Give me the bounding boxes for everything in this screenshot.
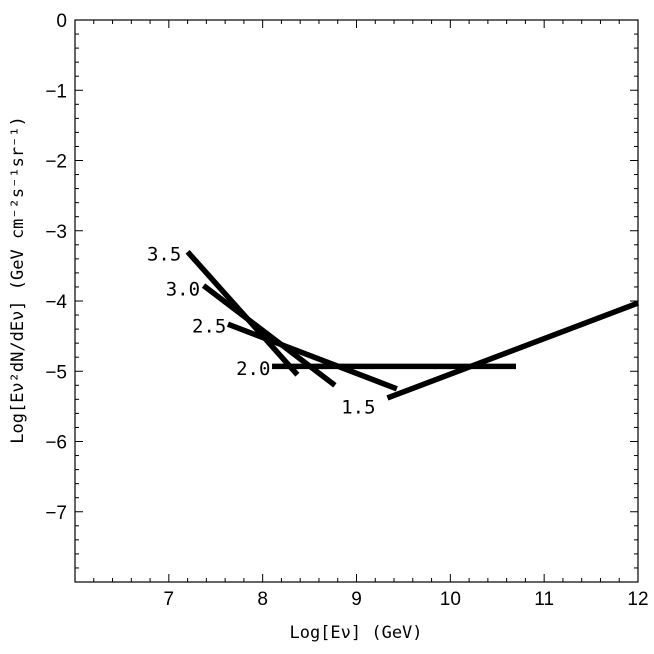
series-label-3-0: 3.0: [166, 278, 200, 300]
y-tick-label: −4: [45, 292, 67, 313]
x-tick-label: 11: [534, 589, 554, 610]
x-tick-label: 8: [257, 589, 268, 610]
y-tick-label: −7: [45, 503, 67, 524]
y-tick-label: −3: [45, 222, 67, 243]
y-axis-title: Log[Eν²dN/dEν] (GeV cm⁻²s⁻¹sr⁻¹): [8, 116, 28, 444]
x-axis-title: Log[Eν] (GeV): [289, 623, 422, 643]
y-tick-label: 0: [56, 11, 67, 32]
tick-marks: [74, 19, 639, 583]
series-line-2-5: [226, 321, 398, 392]
x-tick-label: 9: [351, 589, 362, 610]
series-lines: [185, 249, 639, 401]
y-tick-label: −6: [45, 433, 67, 454]
y-tick-label: −2: [45, 152, 67, 173]
series-line-1-5: [386, 300, 639, 401]
x-tick-label: 12: [627, 589, 648, 610]
series-labels: 3.5 3.0 2.5 2.0 1.5: [147, 243, 376, 418]
series-label-2-0: 2.0: [236, 358, 270, 380]
y-tick-label: −1: [45, 81, 67, 102]
x-tick-label: 7: [164, 589, 175, 610]
series-label-1-5: 1.5: [341, 396, 375, 418]
y-tick-label: −5: [45, 362, 67, 383]
plot-frame: [74, 19, 639, 583]
series-label-2-5: 2.5: [192, 316, 226, 338]
series-label-3-5: 3.5: [147, 243, 181, 265]
tick-labels: 7 8 9 10 11 12 0 −1 −2 −3 −4 −5 −6 −7: [45, 11, 648, 610]
x-tick-label: 10: [440, 589, 461, 610]
